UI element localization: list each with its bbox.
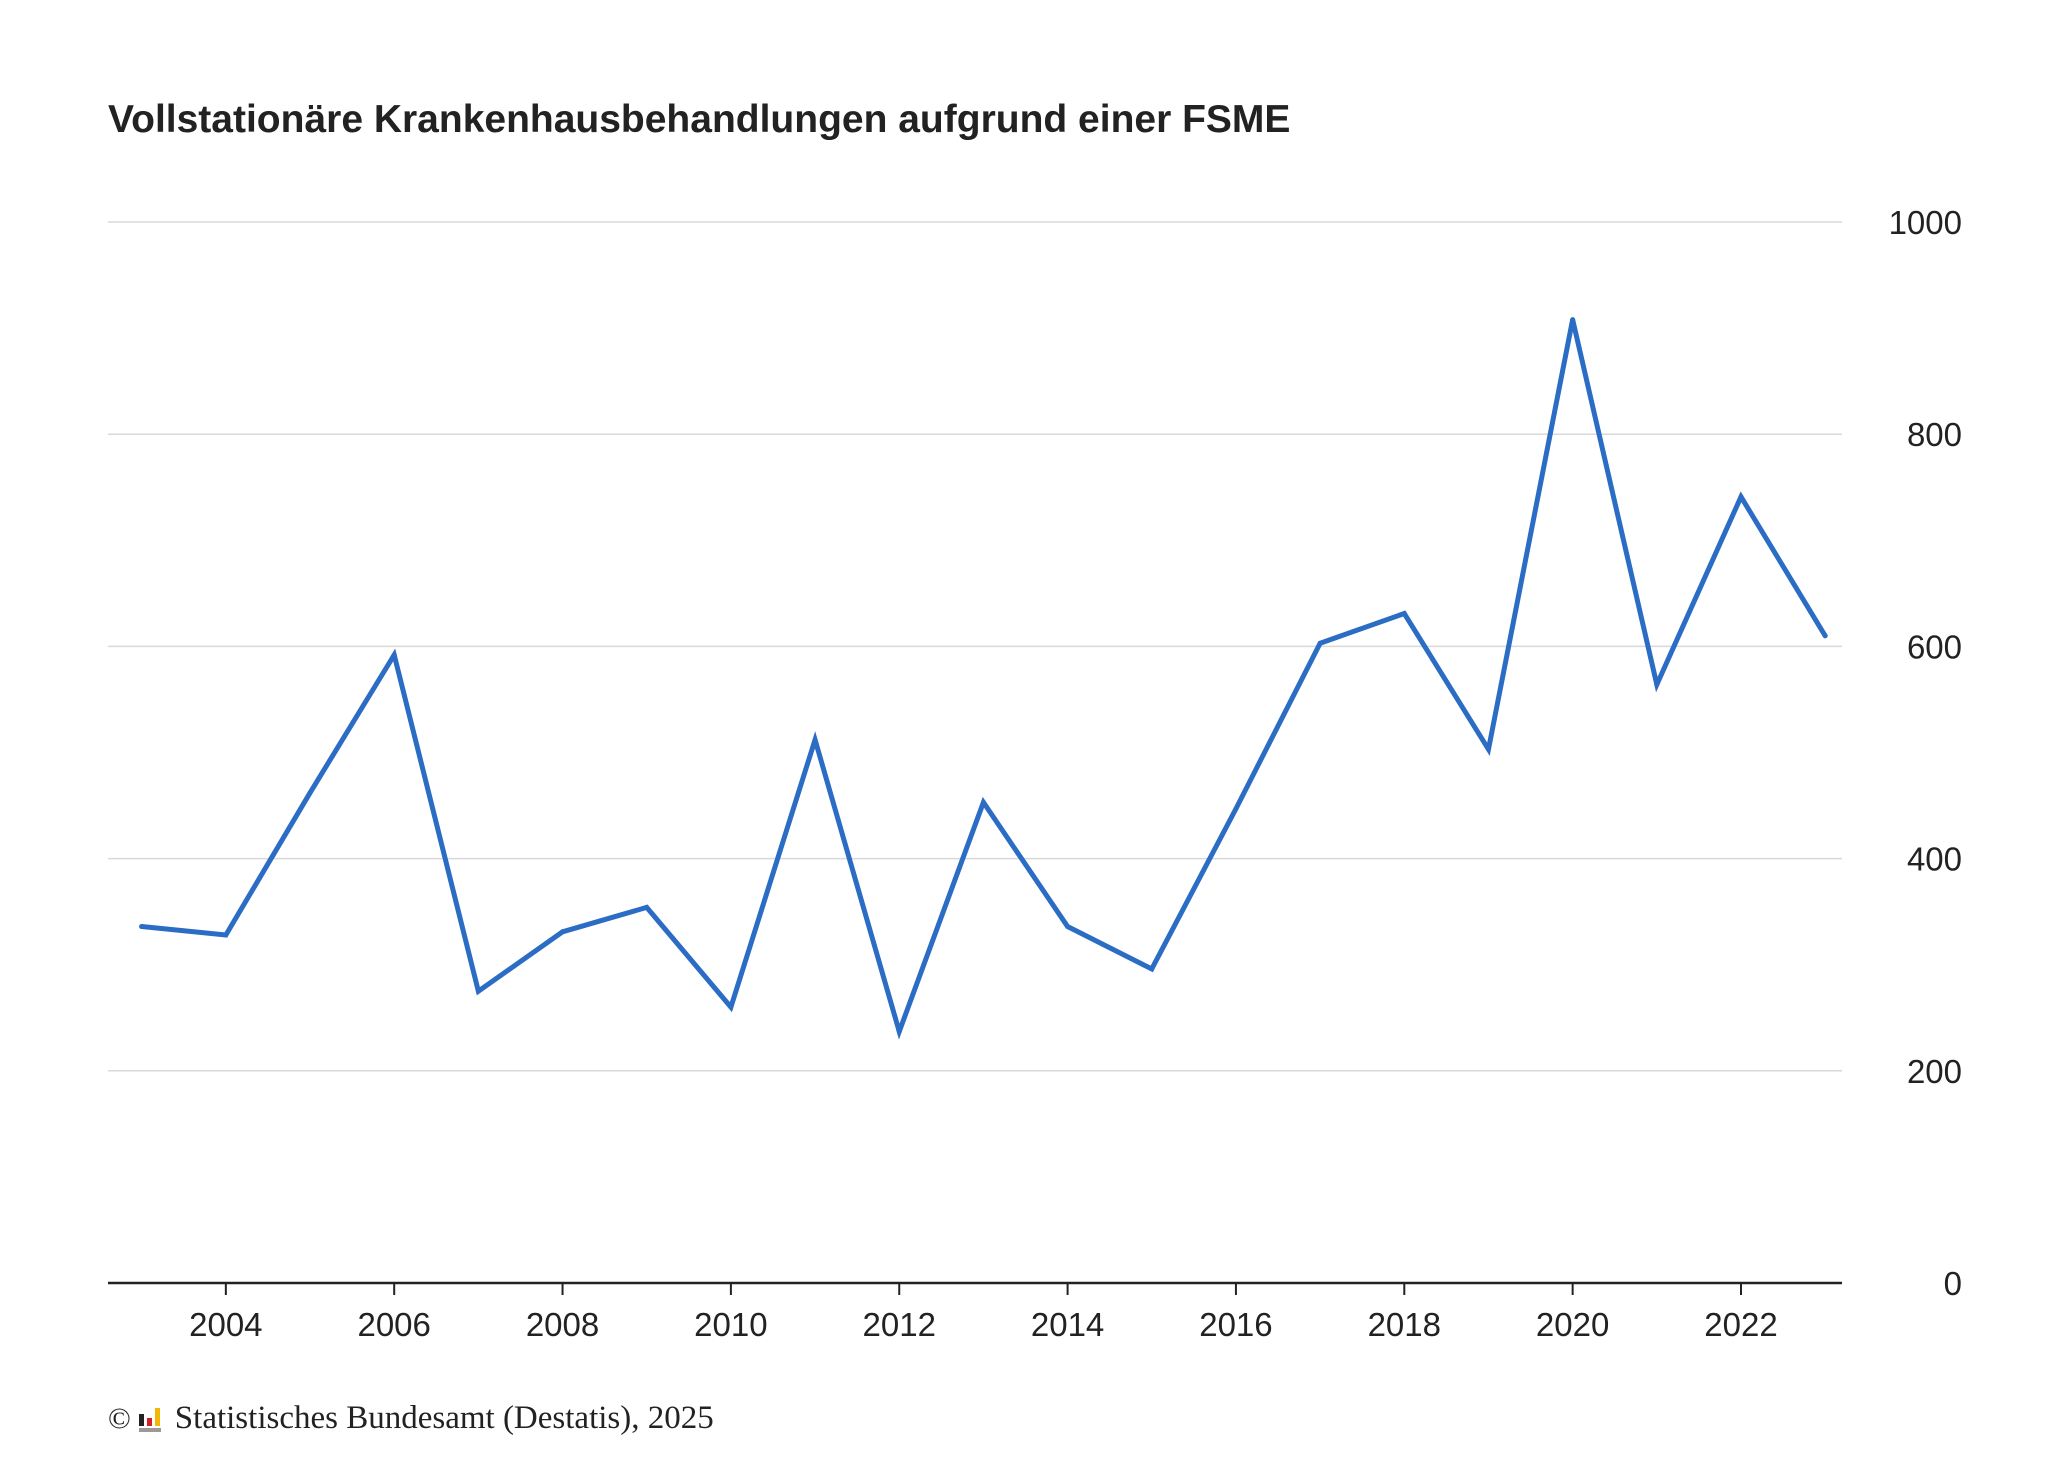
grid-lines	[108, 221, 1842, 1072]
chart-title: Vollstationäre Krankenhausbehandlungen a…	[108, 98, 1291, 141]
data-point-2008[interactable]	[560, 929, 566, 935]
x-tick-label-2004: 2004	[189, 1306, 262, 1343]
copyright-symbol: ©	[108, 1401, 131, 1435]
x-tick-label-2014: 2014	[1031, 1306, 1104, 1343]
y-tick-label-600: 600	[1907, 628, 1962, 665]
x-axis-tick-labels: 2004 2006 2008 2010 2012 2014 2016 2018 2020 2022	[189, 1306, 1778, 1343]
source-credit: © Statistisches Bundesamt (Destatis), 20…	[108, 1400, 714, 1437]
data-point-2016[interactable]	[1233, 806, 1239, 812]
data-point-2023[interactable]	[1822, 633, 1828, 639]
data-point-2013[interactable]	[980, 799, 986, 805]
y-tick-label-1000: 1000	[1889, 204, 1962, 241]
data-point-2018[interactable]	[1401, 611, 1407, 617]
data-point-2007[interactable]	[475, 988, 481, 994]
x-axis	[108, 1281, 1842, 1295]
x-tick-label-2022: 2022	[1704, 1306, 1777, 1343]
source-text: Statistisches Bundesamt (Destatis), 2025	[174, 1400, 714, 1436]
data-point-2022[interactable]	[1738, 494, 1744, 500]
x-tick-label-2006: 2006	[357, 1306, 430, 1343]
x-tick-label-2012: 2012	[863, 1306, 936, 1343]
data-point-2004[interactable]	[223, 932, 229, 938]
data-point-2017[interactable]	[1317, 640, 1323, 646]
data-point-2006[interactable]	[391, 652, 397, 658]
data-point-2009[interactable]	[644, 904, 650, 910]
x-tick-label-2008: 2008	[526, 1306, 599, 1343]
y-tick-label-400: 400	[1907, 841, 1962, 878]
x-tick-label-2016: 2016	[1199, 1306, 1272, 1343]
data-point-2010[interactable]	[728, 1004, 734, 1010]
data-point-2020[interactable]	[1570, 317, 1576, 323]
y-tick-label-0: 0	[1944, 1265, 1962, 1302]
y-tick-label-200: 200	[1907, 1053, 1962, 1090]
data-point-2005[interactable]	[307, 790, 313, 796]
data-point-2003[interactable]	[139, 924, 145, 930]
x-tick-label-2010: 2010	[694, 1306, 767, 1343]
destatis-logo-icon	[138, 1407, 161, 1432]
series-layer	[139, 317, 1828, 1040]
y-axis-tick-labels: 0 200 400 600 800 1000	[1889, 204, 1962, 1302]
data-point-2011[interactable]	[812, 737, 818, 743]
data-point-2015[interactable]	[1149, 966, 1155, 972]
x-tick-label-2020: 2020	[1536, 1306, 1609, 1343]
y-tick-label-800: 800	[1907, 416, 1962, 453]
data-point-2019[interactable]	[1485, 746, 1491, 752]
x-tick-label-2018: 2018	[1368, 1306, 1441, 1343]
series-line-0	[139, 319, 1828, 1040]
data-point-2014[interactable]	[1065, 924, 1071, 930]
data-point-2012[interactable]	[896, 1029, 902, 1035]
data-point-2021[interactable]	[1654, 682, 1660, 688]
